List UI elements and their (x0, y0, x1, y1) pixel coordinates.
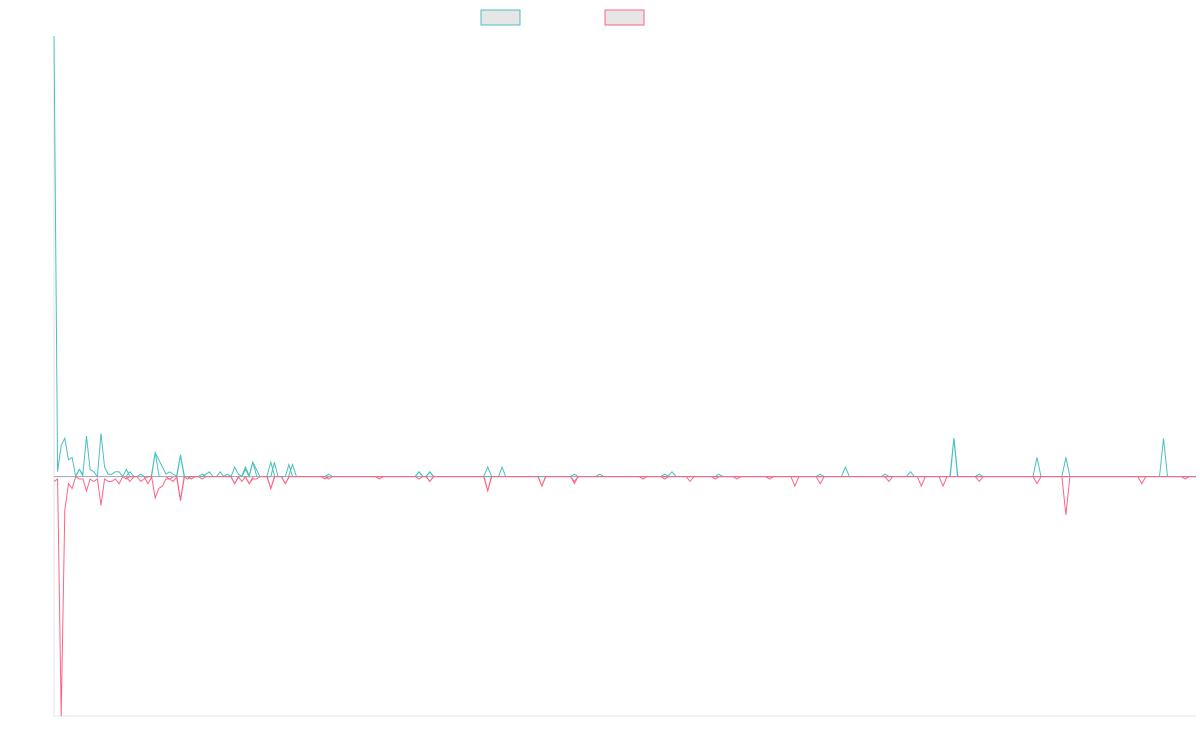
series-1-point (949, 438, 959, 477)
series-1-point (150, 452, 160, 477)
series-1-point (880, 473, 890, 478)
series-2-point (660, 476, 670, 480)
series-1-point (248, 460, 258, 477)
series-1-point (660, 473, 670, 478)
series-1-point (197, 473, 207, 478)
series-1-point (266, 460, 276, 477)
series-2-point (483, 476, 493, 493)
series-2-point (1137, 476, 1147, 485)
series-2-point (266, 476, 276, 491)
series-1-point (906, 471, 915, 477)
series-2-point (685, 476, 695, 483)
series-1-point (667, 471, 677, 477)
series-2-point (375, 476, 384, 480)
legend (480, 9, 645, 26)
series-2-point (125, 476, 135, 483)
series-2-point (176, 476, 185, 501)
series-1-point (815, 473, 825, 478)
series-2-point (884, 476, 894, 483)
series-1-point (288, 463, 297, 477)
series-2-point (732, 476, 742, 480)
series-2-point (187, 476, 196, 480)
series-2-point (938, 476, 948, 488)
series-1-point (483, 465, 493, 477)
series-2-point (570, 476, 579, 483)
series-1-point (425, 471, 435, 477)
series-2-point (320, 476, 330, 480)
series-2-point (790, 476, 800, 488)
series-1-point (1061, 457, 1071, 477)
series-1-point (840, 465, 850, 477)
series-2-point (1032, 476, 1042, 485)
series-layer (53, 35, 1196, 717)
legend-swatch-2[interactable] (604, 9, 645, 26)
series-1-point (1159, 438, 1168, 477)
axes (53, 36, 1196, 717)
series-2-point (425, 476, 435, 483)
series-1-point (223, 473, 232, 478)
legend-swatch-1[interactable] (480, 9, 521, 26)
series-1-point (125, 471, 135, 477)
series-2-point (280, 476, 290, 485)
series-2-point (244, 476, 254, 485)
series-1-point (974, 473, 984, 478)
series-2-point (765, 476, 774, 480)
series-2-point (230, 476, 240, 485)
series-2-point (1061, 476, 1071, 515)
series-2-point (1180, 476, 1190, 480)
series-2-line (53, 475, 1196, 717)
series-1-point (241, 465, 250, 477)
series-1-point (74, 468, 84, 477)
series-2-point (165, 476, 174, 480)
series-1-point (1032, 457, 1042, 477)
series-2-point (537, 476, 547, 488)
series-2-point (974, 476, 984, 483)
series-1-point (414, 471, 424, 477)
series-1-point (176, 454, 185, 477)
series-1-line (53, 35, 1196, 479)
series-2-point (916, 476, 926, 488)
series-2-point (638, 476, 648, 480)
series-2-point (815, 476, 825, 485)
series-1-point (595, 473, 604, 478)
series-1-point (714, 473, 724, 478)
series-2-point (143, 476, 153, 485)
series-2-point (711, 476, 720, 480)
